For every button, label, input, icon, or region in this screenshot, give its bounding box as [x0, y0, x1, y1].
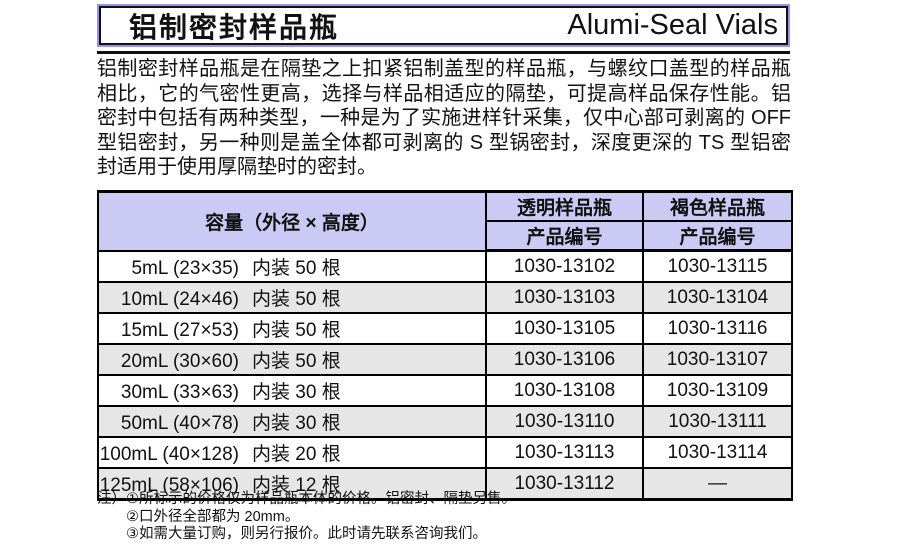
- product-description: 铝制密封样品瓶是在隔垫之上扣紧铝制盖型的样品瓶，与螺纹口盖型的样品瓶相比，它的气…: [97, 58, 791, 179]
- capacity-cell: 20mL (30×60) 内装 50 根: [97, 343, 487, 376]
- clear-product-number: 1030-13108: [485, 374, 644, 407]
- page-title-chinese: 铝制密封样品瓶: [129, 11, 340, 43]
- capacity-cell: 100mL (40×128) 内装 20 根: [97, 436, 487, 469]
- pack-quantity: 内装 12 根: [252, 475, 341, 496]
- clear-product-number: 1030-13113: [485, 436, 644, 469]
- capacity-cell: 5mL (23×35) 内装 50 根: [97, 249, 487, 283]
- column-header-capacity: 容量（外径 × 高度）: [97, 190, 487, 252]
- pack-quantity: 内装 50 根: [252, 351, 341, 372]
- page-title-english: Alumi-Seal Vials: [567, 9, 778, 41]
- table-row: 20mL (30×60) 内装 50 根 1030-13106 1030-1310…: [97, 343, 793, 376]
- title-divider-rule: [97, 51, 790, 54]
- amber-product-number: 1030-13115: [642, 249, 793, 283]
- subheader-product-number-amber: 产品编号: [642, 220, 793, 252]
- pack-quantity: 内装 20 根: [252, 444, 341, 465]
- table-row: 50mL (40×78) 内装 30 根 1030-13110 1030-1311…: [97, 405, 793, 438]
- table-row: 10mL (24×46) 内装 50 根 1030-13103 1030-1310…: [97, 281, 793, 314]
- table-row: 125mL (58×106) 内装 12 根 1030-13112 —: [97, 467, 793, 501]
- capacity-cell: 30mL (33×63) 内装 30 根: [97, 374, 487, 407]
- footnote-item: ②口外径全部都为 20mm。: [126, 508, 300, 525]
- footnote-item: ①所标示的价格仅为样品瓶本体的价格。铝密封、隔垫另售。: [126, 491, 516, 507]
- capacity-cell: 15mL (27×53) 内装 50 根: [97, 312, 487, 345]
- pack-quantity: 内装 50 根: [252, 289, 341, 310]
- clear-product-number: 1030-13112: [485, 467, 644, 501]
- capacity-value: 15mL (27×53): [120, 320, 239, 341]
- clear-product-number: 1030-13106: [485, 343, 644, 376]
- clear-product-number: 1030-13103: [485, 281, 644, 314]
- table-row: 100mL (40×128) 内装 20 根 1030-13113 1030-13…: [97, 436, 793, 469]
- clear-product-number: 1030-13110: [485, 405, 644, 438]
- amber-product-number: 1030-13114: [642, 436, 793, 469]
- product-table: 容量（外径 × 高度） 透明样品瓶 褐色样品瓶 产品编号 产品编号 5mL (2…: [97, 190, 793, 501]
- capacity-value: 10mL (24×46): [120, 289, 239, 310]
- amber-product-number: —: [642, 467, 793, 501]
- pack-quantity: 内装 30 根: [252, 382, 341, 403]
- pack-quantity: 内装 50 根: [252, 320, 341, 341]
- amber-product-number: 1030-13107: [642, 343, 793, 376]
- title-box: 铝制密封样品瓶 Alumi-Seal Vials: [97, 4, 790, 47]
- amber-product-number: 1030-13104: [642, 281, 793, 314]
- capacity-value: 50mL (40×78): [120, 413, 239, 434]
- table-header: 容量（外径 × 高度） 透明样品瓶 褐色样品瓶 产品编号 产品编号: [97, 190, 793, 252]
- footnote-label: 注）: [97, 491, 126, 507]
- table-row: 5mL (23×35) 内装 50 根 1030-13102 1030-13115: [97, 249, 793, 283]
- capacity-value: 100mL (40×128): [99, 444, 239, 465]
- amber-product-number: 1030-13116: [642, 312, 793, 345]
- table-row: 30mL (33×63) 内装 30 根 1030-13108 1030-1310…: [97, 374, 793, 407]
- footnote-item: ③如需大量订购，则另行报价。此时请先联系咨询我们。: [126, 526, 487, 542]
- amber-product-number: 1030-13109: [642, 374, 793, 407]
- title-inner-frame: 铝制密封样品瓶 Alumi-Seal Vials: [99, 6, 788, 45]
- capacity-value: 20mL (30×60): [120, 351, 239, 372]
- footnotes: 注） ①所标示的价格仅为样品瓶本体的价格。铝密封、隔垫另售。 ②口外径全部都为 …: [97, 491, 791, 544]
- pack-quantity: 内装 30 根: [252, 413, 341, 434]
- subheader-product-number-clear: 产品编号: [485, 220, 644, 252]
- clear-product-number: 1030-13102: [485, 249, 644, 283]
- capacity-value: 125mL (58×106): [99, 475, 239, 496]
- footnote-items: ①所标示的价格仅为样品瓶本体的价格。铝密封、隔垫另售。 ②口外径全部都为 20m…: [126, 491, 791, 544]
- amber-product-number: 1030-13111: [642, 405, 793, 438]
- column-header-clear-vial: 透明样品瓶: [485, 190, 644, 222]
- table-body: 5mL (23×35) 内装 50 根 1030-13102 1030-13115…: [97, 249, 793, 501]
- clear-product-number: 1030-13105: [485, 312, 644, 345]
- capacity-cell: 50mL (40×78) 内装 30 根: [97, 405, 487, 438]
- capacity-value: 5mL (23×35): [131, 257, 239, 279]
- column-header-amber-vial: 褐色样品瓶: [642, 190, 793, 222]
- pack-quantity: 内装 50 根: [252, 257, 341, 279]
- capacity-cell: 10mL (24×46) 内装 50 根: [97, 281, 487, 314]
- capacity-value: 30mL (33×63): [120, 382, 239, 403]
- table-row: 15mL (27×53) 内装 50 根 1030-13105 1030-1311…: [97, 312, 793, 345]
- capacity-cell: 125mL (58×106) 内装 12 根: [97, 467, 487, 501]
